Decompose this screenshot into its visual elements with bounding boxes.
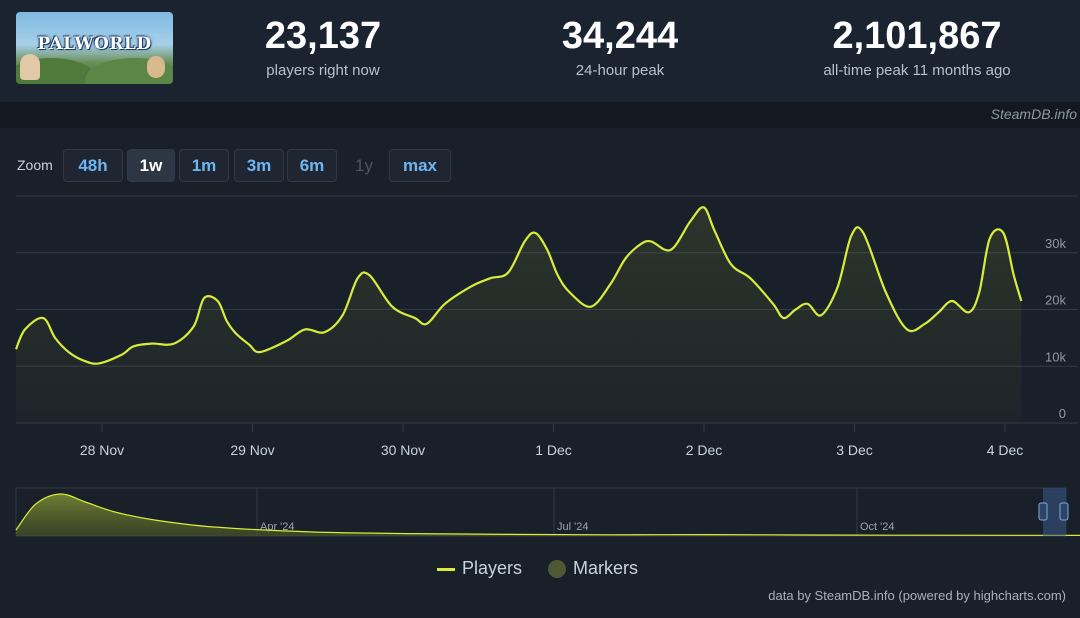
x-tick-label: 2 Dec: [686, 442, 723, 458]
navigator-tick-label: Apr '24: [260, 521, 295, 533]
header: PALWORLD 23,137 players right now 34,244…: [0, 0, 1080, 102]
navigator-tick-label: Oct '24: [860, 521, 895, 533]
navigator-handle[interactable]: [1038, 502, 1048, 521]
stat-current-players: 23,137 players right now: [193, 14, 453, 79]
navigator[interactable]: Apr '24 Jul '24 Oct '24: [15, 487, 1080, 537]
zoom-6m-button[interactable]: 6m: [287, 149, 337, 182]
players-line[interactable]: [14, 206, 1023, 365]
y-axis: 0 10k 20k 30k: [1045, 236, 1066, 421]
logo-text: PALWORLD: [37, 34, 152, 54]
players-line-icon: [437, 568, 455, 571]
stat-label: players right now: [266, 62, 380, 79]
zoom-label: Zoom: [17, 157, 53, 173]
navigator-line: [15, 493, 1080, 536]
navigator-area: [16, 493, 1080, 536]
players-area: [16, 207, 1022, 423]
zoom-1w-button[interactable]: 1w: [127, 149, 175, 182]
game-logo[interactable]: PALWORLD: [16, 12, 173, 84]
x-tick-label: 3 Dec: [836, 442, 873, 458]
x-tick-label: 29 Nov: [230, 442, 274, 458]
x-axis: 28 Nov 29 Nov 30 Nov 1 Dec 2 Dec 3 Dec 4 Dec: [80, 424, 1023, 458]
source-stripe: SteamDB.info: [0, 102, 1080, 128]
stat-value: 2,101,867: [832, 15, 1002, 57]
zoom-48h-button[interactable]: 48h: [63, 149, 123, 182]
credits[interactable]: data by SteamDB.info (powered by highcha…: [768, 588, 1066, 603]
y-tick-label: 10k: [1045, 349, 1066, 364]
logo-creature: [20, 54, 40, 80]
markers-dot-icon: [548, 560, 566, 578]
source-label: SteamDB.info: [990, 106, 1077, 122]
chart-grid: [16, 195, 1078, 424]
navigator-tick-label: Jul '24: [557, 521, 588, 533]
players-series: [14, 206, 1023, 423]
zoom-1m-button[interactable]: 1m: [179, 149, 229, 182]
stat-value: 34,244: [561, 15, 679, 57]
zoom-max-button[interactable]: max: [389, 149, 451, 182]
stat-label: 24-hour peak: [575, 62, 665, 79]
x-tick-label: 4 Dec: [987, 442, 1024, 458]
logo-creature: [147, 56, 165, 78]
stat-value: 23,137: [264, 15, 382, 57]
y-tick-label: 0: [1059, 406, 1066, 421]
legend-label: Markers: [573, 558, 639, 578]
stat-all-time-peak: 2,101,867 all-time peak 11 months ago: [787, 14, 1047, 79]
stat-label: all-time peak 11 months ago: [823, 62, 1011, 79]
x-tick-label: 30 Nov: [381, 442, 425, 458]
zoom-3m-button[interactable]: 3m: [234, 149, 284, 182]
stat-24h-peak: 34,244 24-hour peak: [490, 14, 750, 79]
legend-label: Players: [462, 558, 523, 578]
navigator-frame: [15, 487, 1067, 537]
x-tick-label: 28 Nov: [80, 442, 124, 458]
navigator-selection[interactable]: [1043, 488, 1066, 536]
zoom-1y-button: 1y: [355, 156, 373, 175]
y-tick-label: 20k: [1045, 293, 1066, 308]
navigator-handle[interactable]: [1059, 502, 1069, 521]
y-tick-label: 30k: [1045, 236, 1066, 251]
x-tick-label: 1 Dec: [535, 442, 572, 458]
